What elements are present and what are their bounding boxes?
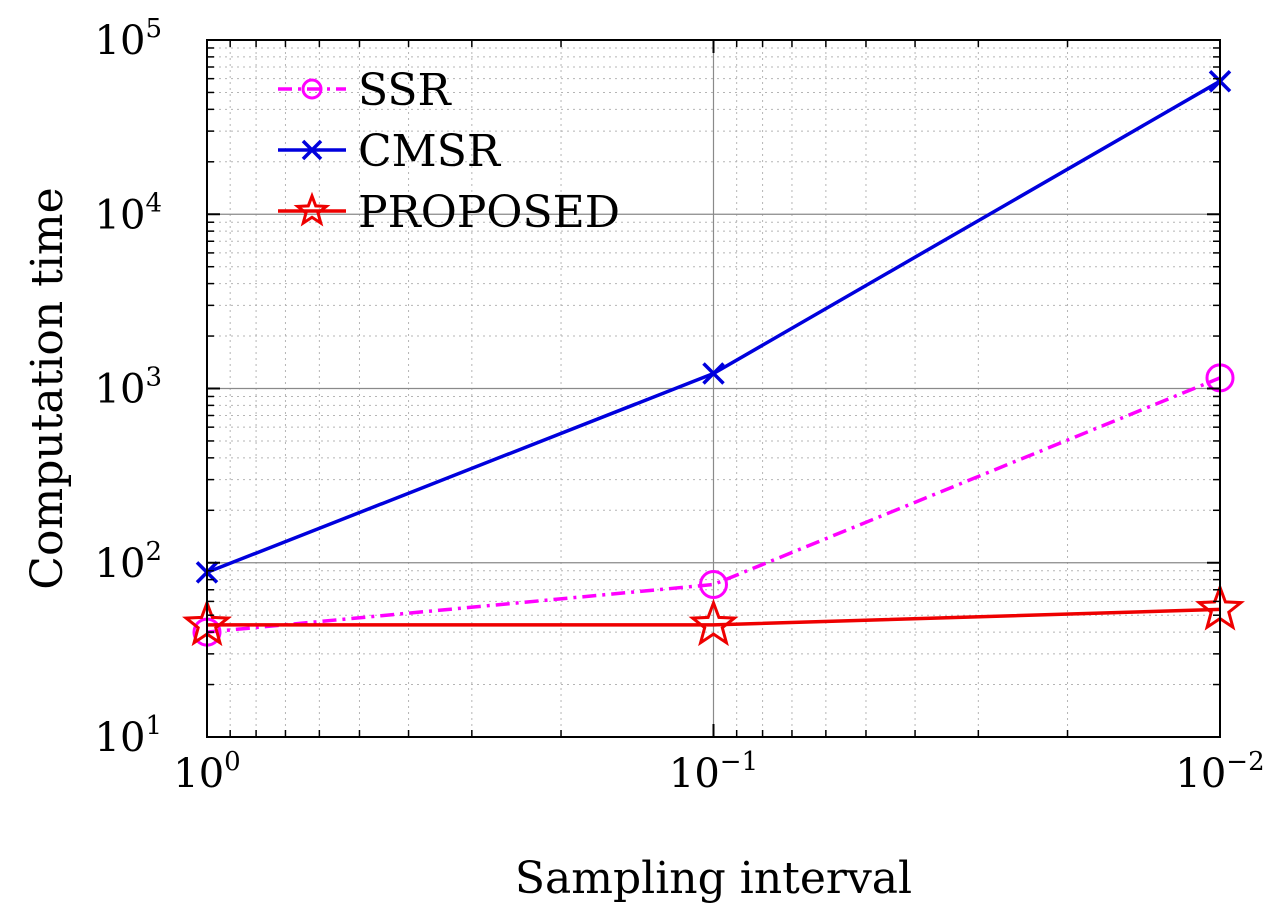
legend-label-cmsr: CMSR	[358, 126, 502, 177]
series-proposed-line	[207, 607, 1221, 627]
legend-item-cmsr: CMSR	[278, 126, 502, 177]
x-tick-label: 10−2	[1175, 747, 1264, 797]
series-ssr-point	[699, 570, 728, 600]
legend-marker-proposed	[293, 191, 331, 227]
legend-item-proposed: PROPOSED	[278, 187, 620, 238]
y-tick-label: 105	[95, 14, 162, 64]
legend-label-proposed: PROPOSED	[358, 187, 620, 238]
legend-item-ssr: SSR	[278, 65, 453, 116]
legend-marker-ssr	[301, 78, 323, 100]
y-tick-label: 101	[95, 711, 162, 761]
legend-label-ssr: SSR	[358, 65, 453, 116]
grid-layer	[207, 40, 1220, 737]
y-tick-label: 104	[95, 188, 162, 238]
series-proposed-point	[688, 598, 739, 647]
series-ssr-line	[206, 376, 1221, 634]
x-axis-title: Sampling interval	[515, 853, 912, 904]
y-axis-title: Computation time	[22, 187, 73, 589]
x-tick-label: 100	[173, 747, 240, 797]
series-layer	[182, 69, 1245, 647]
y-tick-label: 103	[95, 363, 162, 413]
legend-marker-cmsr-stroke	[301, 139, 323, 161]
series-cmsr-point-stroke	[702, 362, 725, 385]
y-tick-label: 102	[95, 537, 162, 587]
legend: SSR CMSR PROPOSED	[278, 65, 620, 238]
legend-marker-cmsr	[301, 139, 323, 161]
series-cmsr-point	[702, 362, 725, 385]
x-tick-label: 10−1	[669, 747, 758, 797]
tick-layer: 100 10−1 10−2 101 102 103 104 105	[95, 14, 1265, 797]
